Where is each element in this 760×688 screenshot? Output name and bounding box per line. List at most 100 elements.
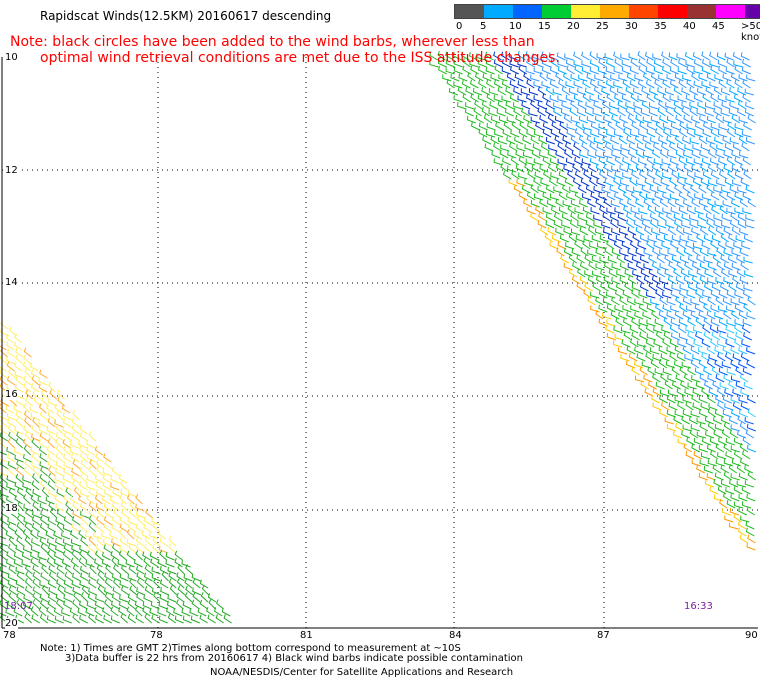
wind-barb	[711, 331, 721, 341]
wind-barb	[73, 486, 82, 498]
scale-label: 40	[683, 21, 696, 32]
wind-barb	[626, 311, 636, 320]
wind-barb	[731, 310, 740, 320]
wind-barb	[96, 564, 105, 575]
wind-barb	[453, 81, 463, 89]
wind-barb	[21, 559, 31, 568]
wind-barb	[56, 564, 65, 575]
wind-barb	[595, 263, 605, 271]
wind-barb	[657, 221, 667, 229]
wind-barb	[6, 361, 15, 372]
wind-barb	[727, 170, 736, 180]
wind-barb	[563, 164, 573, 173]
wind-barb	[0, 489, 9, 498]
wind-barb	[596, 242, 607, 250]
wind-barb	[723, 443, 733, 453]
wind-barb	[567, 170, 576, 180]
wind-barb	[514, 136, 524, 145]
wind-barb	[526, 94, 535, 103]
wind-barb	[71, 549, 79, 561]
wind-barb	[707, 262, 717, 271]
wind-barb	[652, 247, 661, 257]
wind-barb	[61, 404, 71, 414]
wind-barb	[48, 489, 58, 498]
wind-barb	[502, 157, 512, 166]
wind-barb	[675, 114, 685, 124]
wind-barb	[705, 430, 715, 439]
wind-barb	[659, 277, 669, 285]
wind-barb	[621, 339, 631, 348]
lat-label-18: 18	[5, 503, 18, 514]
wind-barb	[144, 572, 153, 582]
wind-barb	[62, 418, 72, 428]
wind-barb	[719, 204, 728, 215]
wind-barb	[602, 212, 611, 222]
wind-barb	[587, 163, 597, 173]
wind-barb	[472, 87, 483, 96]
scale-label: 20	[567, 21, 580, 32]
wind-barb	[566, 192, 576, 201]
scale-swatch	[455, 5, 484, 18]
wind-barb	[547, 227, 557, 236]
wind-barb	[653, 158, 663, 166]
wind-barb	[78, 445, 88, 456]
wind-barb	[110, 600, 120, 610]
wind-barb	[735, 381, 745, 390]
wind-barb	[730, 445, 740, 453]
wind-barb	[704, 108, 714, 117]
wind-barb	[702, 291, 712, 299]
wind-barb	[666, 409, 676, 418]
wind-barb	[678, 78, 687, 89]
wind-barb	[683, 373, 693, 383]
wind-barb	[126, 529, 135, 540]
wind-barb	[630, 58, 639, 68]
wind-barb	[631, 255, 641, 264]
wind-barb	[516, 144, 526, 152]
wind-barb	[687, 283, 697, 292]
wind-barb	[6, 551, 15, 561]
wind-barb	[733, 501, 744, 509]
wind-barb	[644, 388, 654, 397]
wind-barb	[185, 585, 194, 596]
wind-barb	[549, 193, 560, 201]
wind-barb	[570, 116, 580, 124]
wind-barb	[63, 453, 72, 463]
wind-barb	[641, 100, 651, 110]
wind-barb	[541, 59, 551, 68]
wind-barb	[48, 501, 57, 512]
wind-barb	[698, 184, 707, 194]
wind-barb	[635, 163, 645, 173]
wind-barb	[191, 599, 200, 610]
wind-barb	[697, 213, 707, 222]
wind-barb	[710, 240, 719, 250]
wind-barb	[642, 344, 652, 355]
wind-barb	[30, 545, 40, 554]
wind-barb	[613, 340, 623, 348]
wind-barb	[474, 99, 483, 110]
wind-barb	[206, 607, 215, 617]
wind-barb	[678, 58, 687, 68]
wind-barb	[701, 338, 711, 348]
wind-barb	[13, 607, 23, 617]
wind-barb	[641, 219, 651, 229]
wind-barb	[120, 613, 129, 624]
wind-barb	[569, 107, 578, 117]
wind-barb	[737, 415, 746, 425]
wind-barb	[468, 51, 478, 61]
wind-barb	[486, 130, 496, 138]
wind-barb	[644, 163, 653, 173]
wind-barb	[659, 394, 668, 404]
wind-barb	[594, 115, 604, 124]
wind-barb	[665, 107, 674, 117]
wind-barb	[208, 598, 216, 610]
wind-barb	[662, 338, 671, 348]
wind-barb	[649, 347, 660, 355]
wind-barb	[674, 73, 684, 82]
wind-barb	[104, 587, 114, 596]
wind-barb	[676, 352, 686, 362]
wind-barb	[733, 437, 743, 446]
wind-barb	[693, 94, 703, 103]
footer-note-2: 3)Data buffer is 22 hrs from 20160617 4)…	[65, 653, 523, 664]
wind-barb	[706, 219, 715, 229]
wind-barb	[705, 86, 715, 96]
